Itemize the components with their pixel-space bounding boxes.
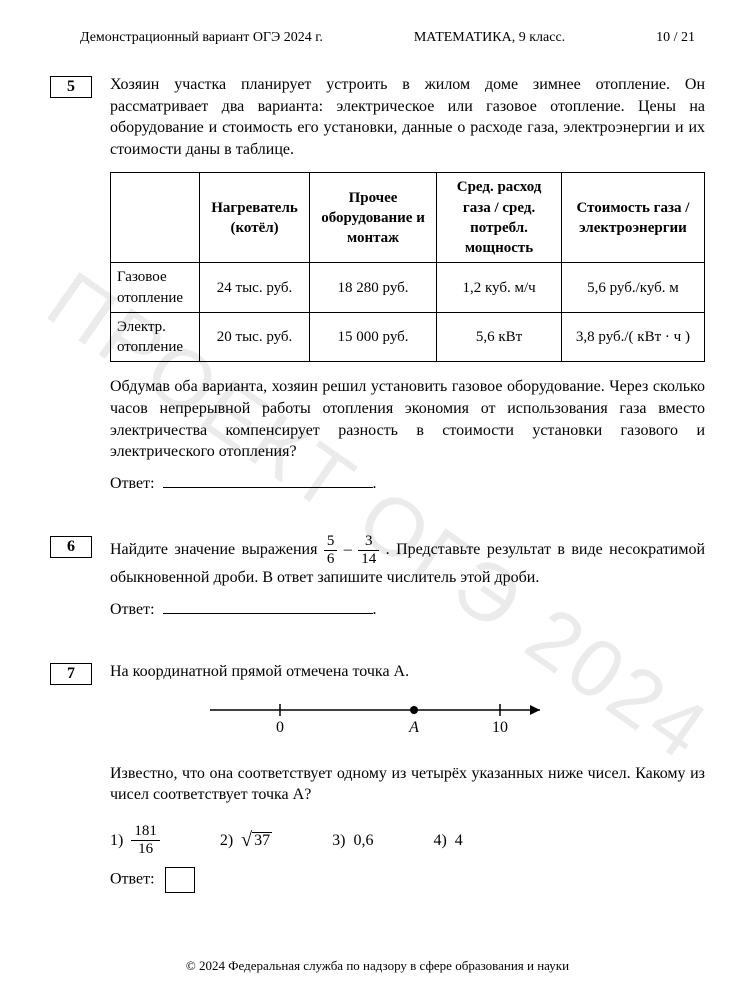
- q5-after: Обдумав оба варианта, хозяин решил устан…: [110, 376, 705, 462]
- q6-text-a: Найдите значение выражения: [110, 542, 324, 559]
- td: 24 тыс. руб.: [200, 263, 310, 313]
- q7-line2: Известно, что она соответствует одному и…: [110, 763, 705, 806]
- denominator: 14: [358, 551, 379, 567]
- td: 1,2 куб. м/ч: [437, 263, 562, 313]
- footer: © 2024 Федеральная служба по надзору в с…: [0, 958, 755, 974]
- q5-answer: Ответ: .: [110, 473, 705, 495]
- number-line: 0 10 A: [190, 696, 705, 749]
- question-body: Найдите значение выражения 5 6 – 3 14 . …: [110, 534, 705, 642]
- opt-num: 1): [110, 830, 123, 852]
- question-body: Хозяин участка планирует устроить в жило…: [110, 74, 705, 516]
- th: Сред. расход газа / сред. потребл. мощно…: [437, 173, 562, 263]
- q5-text: Хозяин участка планирует устроить в жило…: [110, 74, 705, 160]
- numerator: 5: [324, 534, 338, 551]
- page-header: Демонстрационный вариант ОГЭ 2024 г. МАТ…: [50, 30, 705, 46]
- text: На координатной прямой отмечена точка A.: [110, 663, 409, 680]
- denominator: 16: [131, 841, 160, 857]
- answer-underline[interactable]: [163, 473, 373, 488]
- option-4: 4) 4: [433, 830, 462, 852]
- denominator: 6: [324, 551, 338, 567]
- header-left: Демонстрационный вариант ОГЭ 2024 г.: [80, 30, 323, 46]
- q6-text: Найдите значение выражения 5 6 – 3 14 . …: [110, 534, 705, 589]
- sqrt-arg: 37: [252, 832, 272, 849]
- question-body: На координатной прямой отмечена точка A.…: [110, 661, 705, 915]
- fraction: 181 16: [131, 824, 160, 857]
- td: 3,8 руб./( кВт · ч ): [561, 312, 704, 362]
- td: 18 280 руб.: [309, 263, 436, 313]
- fraction: 5 6: [324, 534, 338, 567]
- answer-label: Ответ:: [110, 475, 155, 492]
- point-label: A: [408, 719, 419, 736]
- td: Газовое отопление: [111, 263, 200, 313]
- td: 5,6 кВт: [437, 312, 562, 362]
- page: ПРОЕКТ ОГЭ 2024 Демонстрационный вариант…: [0, 0, 755, 994]
- option-1: 1) 181 16: [110, 824, 160, 857]
- tick-label: 10: [492, 719, 508, 736]
- th: Прочее оборудование и монтаж: [309, 173, 436, 263]
- option-3: 3) 0,6: [332, 830, 373, 852]
- option-2: 2) √ 37: [220, 830, 272, 852]
- q7-answer: Ответ:: [110, 867, 705, 893]
- question-5: 5 Хозяин участка планирует устроить в жи…: [50, 74, 705, 516]
- minus: –: [344, 542, 358, 559]
- td: 15 000 руб.: [309, 312, 436, 362]
- numerator: 3: [358, 534, 379, 551]
- header-mid: МАТЕМАТИКА, 9 класс.: [414, 30, 565, 46]
- td: 20 тыс. руб.: [200, 312, 310, 362]
- th: [111, 173, 200, 263]
- opt-num: 2): [220, 830, 233, 852]
- answer-label: Ответ:: [110, 601, 155, 618]
- opt-val: 0,6: [353, 830, 373, 852]
- question-7: 7 На координатной прямой отмечена точка …: [50, 661, 705, 915]
- sqrt: √ 37: [241, 831, 272, 849]
- opt-num: 4): [433, 830, 446, 852]
- numerator: 181: [131, 824, 160, 841]
- q5-table: Нагреватель (котёл) Прочее оборудование …: [110, 172, 705, 362]
- q7-options: 1) 181 16 2) √ 37 3): [110, 824, 705, 857]
- td: Электр. отопление: [111, 312, 200, 362]
- question-number: 7: [50, 663, 92, 685]
- opt-val: 4: [455, 830, 463, 852]
- th: Стоимость газа / электроэнергии: [561, 173, 704, 263]
- question-6: 6 Найдите значение выражения 5 6 – 3 14 …: [50, 534, 705, 642]
- q7-line1: На координатной прямой отмечена точка A.: [110, 661, 705, 683]
- td: 5,6 руб./куб. м: [561, 263, 704, 313]
- answer-underline[interactable]: [163, 599, 373, 614]
- question-number: 5: [50, 76, 92, 98]
- answer-label: Ответ:: [110, 871, 155, 888]
- number-line-svg: 0 10 A: [190, 696, 550, 742]
- th: Нагреватель (котёл): [200, 173, 310, 263]
- header-right: 10 / 21: [656, 30, 695, 46]
- radical-icon: √: [241, 831, 252, 849]
- q6-answer: Ответ: .: [110, 599, 705, 621]
- question-number: 6: [50, 536, 92, 558]
- tick-label: 0: [276, 719, 284, 736]
- opt-num: 3): [332, 830, 345, 852]
- answer-box[interactable]: [165, 867, 195, 893]
- fraction: 3 14: [358, 534, 379, 567]
